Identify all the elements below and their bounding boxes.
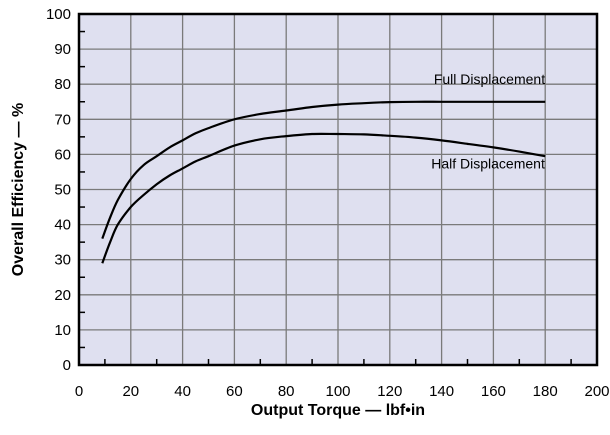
x-tick-label: 20	[122, 383, 139, 400]
series-annotation: Half Displacement	[431, 155, 545, 171]
y-tick-label: 40	[54, 217, 71, 234]
series-line-full-displacement	[101, 100, 546, 239]
y-tick-label: 70	[54, 111, 71, 128]
x-tick-label: 100	[325, 383, 350, 400]
y-axis-title: Overall Efficiency — %	[10, 103, 27, 276]
x-tick-label: 120	[377, 383, 402, 400]
x-tick-label: 200	[584, 383, 609, 400]
series-annotation: Full Displacement	[434, 71, 545, 87]
y-tick-label: 80	[54, 76, 71, 93]
annotations: Full Displacement Half Displacement	[431, 71, 545, 171]
series-line-half-displacement	[101, 132, 546, 264]
y-tick-label: 30	[54, 252, 71, 269]
plot-border	[77, 12, 599, 367]
y-tick-label: 100	[46, 6, 71, 23]
x-tick-label: 180	[533, 383, 558, 400]
y-tick-label: 90	[54, 41, 71, 58]
x-tick-label: 140	[429, 383, 454, 400]
x-tick-label: 160	[481, 383, 506, 400]
x-tick-label: 60	[226, 383, 243, 400]
y-tick-label: 60	[54, 146, 71, 163]
grid-lines	[79, 14, 597, 365]
series-layer	[101, 100, 546, 264]
x-tick-label: 0	[75, 383, 83, 400]
y-tick-label: 50	[54, 182, 71, 199]
x-tick-label: 80	[278, 383, 295, 400]
y-tick-label: 10	[54, 322, 71, 339]
x-tick-labels: 0 20 40 60 80 100 120 140 160 180 200	[75, 383, 610, 400]
y-tick-label: 0	[63, 357, 71, 374]
y-tick-label: 20	[54, 287, 71, 304]
x-axis-title: Output Torque — lbf•in	[251, 402, 425, 419]
y-tick-labels: 0 10 20 30 40 50 60 70 80 90 100	[46, 6, 71, 374]
x-tick-label: 40	[174, 383, 191, 400]
